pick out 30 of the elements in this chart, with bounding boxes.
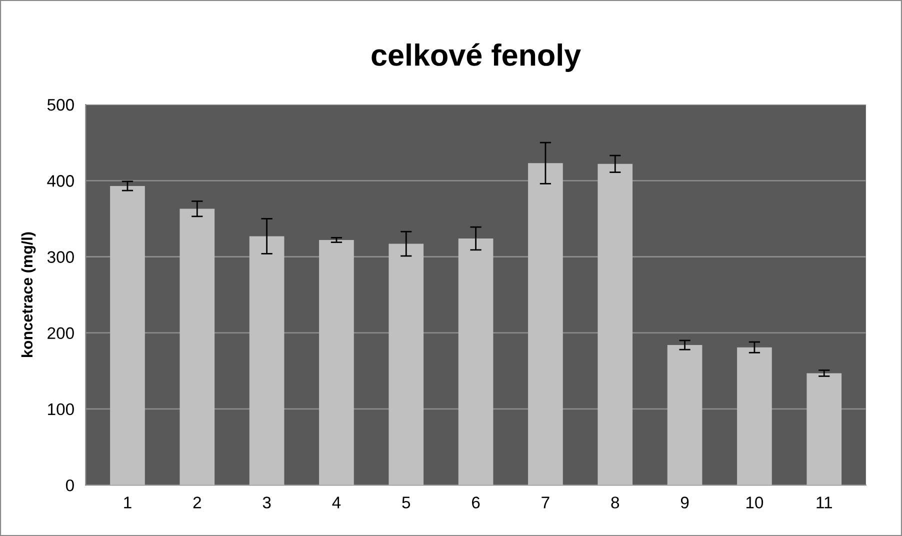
x-tick-label: 10: [746, 496, 764, 508]
y-tick-label: 100: [48, 403, 74, 416]
y-axis-title: koncetrace (mg/l): [21, 232, 36, 357]
y-tick-label: 500: [47, 98, 74, 111]
x-tick-label: 5: [402, 496, 410, 508]
bar: [458, 238, 494, 486]
bar: [737, 347, 772, 486]
x-tick-label: 3: [262, 496, 271, 508]
x-tick-label: 9: [680, 496, 689, 508]
bar: [180, 208, 215, 486]
bar: [806, 373, 842, 486]
x-tick-label: 6: [472, 496, 480, 508]
x-tick-label: 7: [542, 496, 550, 508]
x-tick-label: 1: [124, 496, 132, 508]
bar: [110, 186, 145, 486]
bar: [667, 345, 702, 486]
chart-title: celkové fenoly: [372, 43, 581, 72]
x-tick-label: 11: [816, 496, 832, 508]
bar: [319, 240, 354, 486]
bar: [388, 244, 424, 486]
y-tick-label: 0: [66, 479, 74, 492]
x-tick-label: 4: [332, 496, 341, 508]
bar: [249, 236, 284, 486]
x-tick-label: 2: [193, 496, 201, 508]
bar: [598, 164, 633, 486]
y-tick-label: 200: [48, 327, 74, 340]
bar: [528, 163, 563, 486]
y-tick-label: 400: [47, 175, 74, 187]
y-tick-label: 300: [47, 251, 74, 263]
x-tick-label: 8: [611, 496, 620, 508]
